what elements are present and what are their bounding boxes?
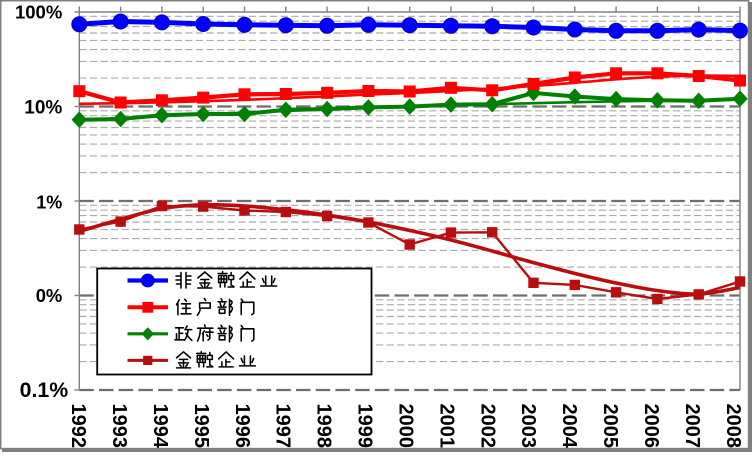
svg-text:1997: 1997 xyxy=(272,404,294,449)
svg-text:2006: 2006 xyxy=(640,404,662,449)
svg-text:2001: 2001 xyxy=(435,404,457,449)
svg-text:1999: 1999 xyxy=(354,404,376,449)
svg-text:100%: 100% xyxy=(15,2,62,23)
svg-text:2000: 2000 xyxy=(395,404,417,449)
svg-text:2008: 2008 xyxy=(722,404,744,449)
svg-text:0.1%: 0.1% xyxy=(20,378,69,402)
svg-text:1996: 1996 xyxy=(231,404,253,449)
svg-text:2002: 2002 xyxy=(476,404,498,449)
svg-text:0%: 0% xyxy=(36,285,63,306)
svg-text:1992: 1992 xyxy=(67,404,89,449)
svg-text:1993: 1993 xyxy=(108,404,130,449)
svg-text:2004: 2004 xyxy=(558,404,580,449)
svg-text:2005: 2005 xyxy=(599,404,621,449)
svg-text:10%: 10% xyxy=(24,97,62,118)
svg-text:1998: 1998 xyxy=(313,404,335,449)
svg-text:1994: 1994 xyxy=(149,404,171,449)
svg-text:1%: 1% xyxy=(36,192,62,212)
svg-text:2003: 2003 xyxy=(517,404,539,449)
svg-text:1995: 1995 xyxy=(190,404,212,449)
svg-text:2007: 2007 xyxy=(681,404,703,449)
